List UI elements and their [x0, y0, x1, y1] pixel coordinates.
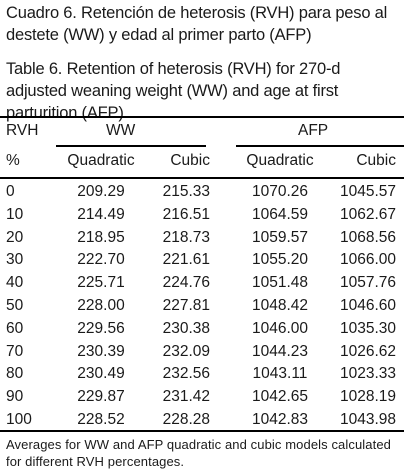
cell-rvh: 60 [6, 319, 24, 337]
table-footnote: Averages for WW and AFP quadratic and cu… [6, 437, 391, 469]
cell-afp-quadratic: 1051.48 [251, 274, 309, 292]
cell-ww-cubic: 218.73 [162, 228, 210, 246]
header-rvh: RVH [6, 122, 39, 139]
cell-ww-cubic: 224.76 [162, 274, 210, 292]
cell-afp-quadratic: 1044.23 [251, 342, 309, 360]
cell-ww-quadratic: 209.29 [77, 183, 125, 200]
cell-ww-cubic: 221.61 [162, 251, 210, 269]
cell-rvh: 10 [6, 205, 24, 223]
cell-ww-cubic: 228.28 [162, 411, 210, 428]
header-bottom-rule [0, 177, 404, 179]
cell-ww-quadratic: 218.95 [77, 228, 125, 246]
cell-afp-quadratic: 1055.20 [251, 251, 309, 269]
cell-afp-cubic: 1023.33 [339, 365, 396, 383]
afp-group-rule [236, 145, 404, 147]
cell-ww-quadratic: 214.49 [77, 205, 125, 223]
cell-afp-quadratic: 1064.59 [251, 205, 309, 223]
cell-afp-quadratic: 1042.83 [251, 411, 309, 428]
cell-rvh: 20 [6, 228, 24, 246]
cell-ww-quadratic: 228.00 [77, 297, 125, 314]
header-unit: % [6, 152, 20, 169]
cell-ww-cubic: 231.42 [162, 388, 210, 406]
cell-ww-cubic: 232.09 [162, 342, 210, 360]
cell-ww-cubic: 232.56 [162, 365, 210, 383]
table-bottom-rule [0, 430, 404, 432]
cell-rvh: 80 [6, 365, 24, 383]
cell-ww-quadratic: 230.49 [77, 365, 125, 383]
header-afp: AFP [298, 122, 329, 139]
cell-afp-quadratic: 1043.11 [252, 365, 308, 383]
cell-afp-quadratic: 1048.42 [251, 297, 309, 314]
cell-afp-cubic: 1062.67 [339, 205, 396, 223]
cell-ww-cubic: 227.81 [162, 297, 210, 314]
cell-ww-cubic: 216.51 [162, 205, 210, 223]
cell-rvh: 70 [6, 342, 24, 360]
cell-ww-cubic: 215.33 [162, 183, 210, 200]
table-top-rule [0, 116, 404, 118]
ww-group-rule [56, 145, 206, 147]
cell-afp-cubic: 1028.19 [339, 388, 396, 406]
cell-afp-quadratic: 1059.57 [251, 228, 309, 246]
header-afp-quadratic: Quadratic [246, 152, 314, 169]
caption-english: Table 6. Retention of heterosis (RVH) fo… [6, 60, 341, 122]
cell-afp-cubic: 1026.62 [339, 342, 396, 360]
cell-ww-cubic: 230.38 [162, 319, 210, 337]
cell-afp-cubic: 1043.98 [339, 411, 396, 428]
cell-afp-quadratic: 1070.26 [251, 183, 309, 200]
cell-ww-quadratic: 225.71 [77, 274, 125, 292]
cell-afp-cubic: 1057.76 [339, 274, 396, 292]
header-ww-quadratic: Quadratic [67, 152, 135, 169]
cell-ww-quadratic: 229.87 [77, 388, 125, 406]
cell-afp-quadratic: 1046.00 [251, 319, 309, 337]
cell-afp-cubic: 1045.57 [339, 183, 396, 200]
cell-rvh: 50 [6, 297, 24, 314]
cell-ww-quadratic: 228.52 [77, 411, 125, 428]
cell-rvh: 100 [6, 411, 32, 428]
header-ww: WW [106, 122, 136, 139]
cell-rvh: 30 [6, 251, 24, 269]
cell-afp-cubic: 1066.00 [339, 251, 396, 269]
cell-afp-quadratic: 1042.65 [251, 388, 309, 406]
header-ww-cubic: Cubic [170, 152, 210, 169]
cell-afp-cubic: 1035.30 [339, 319, 396, 337]
cell-rvh: 40 [6, 274, 24, 292]
caption-spanish: Cuadro 6. Retención de heterosis (RVH) p… [6, 4, 388, 44]
cell-ww-quadratic: 222.70 [77, 251, 125, 269]
cell-rvh: 0 [6, 183, 15, 200]
cell-ww-quadratic: 230.39 [77, 342, 125, 360]
cell-ww-quadratic: 229.56 [77, 319, 125, 337]
cell-rvh: 90 [6, 388, 24, 406]
header-afp-cubic: Cubic [356, 152, 396, 169]
cell-afp-cubic: 1068.56 [339, 228, 396, 246]
cell-afp-cubic: 1046.60 [339, 297, 396, 314]
